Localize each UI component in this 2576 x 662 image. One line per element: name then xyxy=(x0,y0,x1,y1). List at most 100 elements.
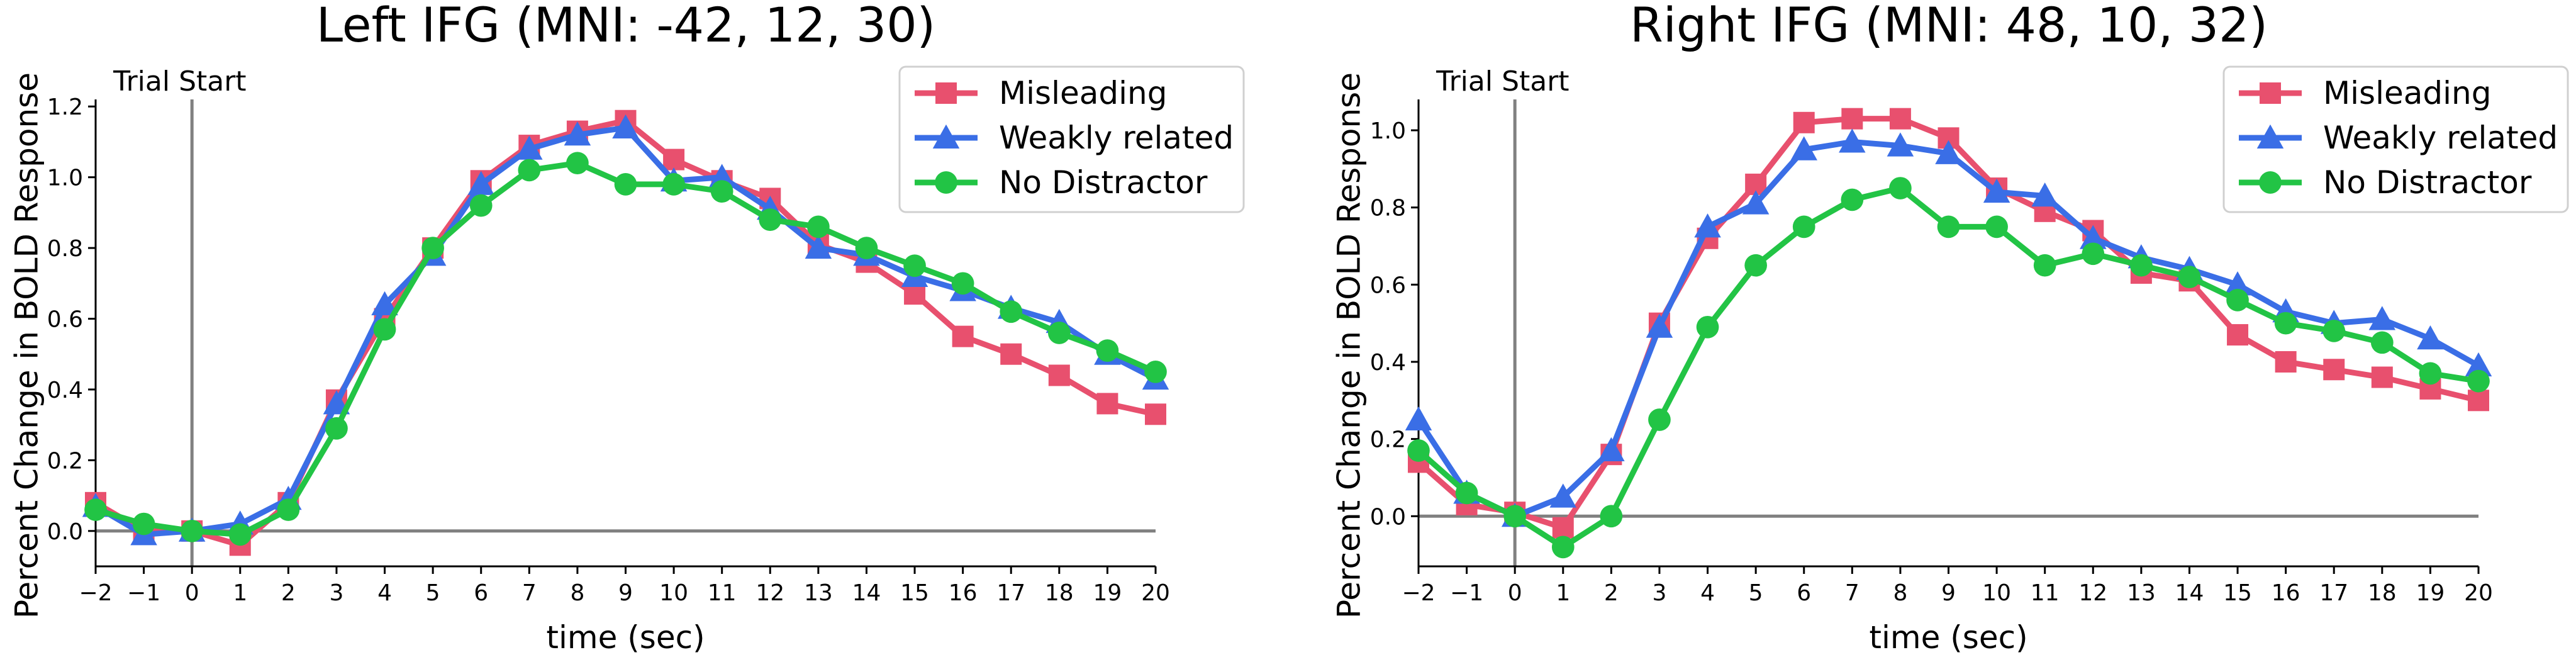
data-point xyxy=(1839,128,1866,153)
legend-frame xyxy=(2222,65,2569,213)
data-point xyxy=(903,254,926,278)
data-point xyxy=(469,194,493,217)
legend-entry: Weakly related xyxy=(2239,120,2558,156)
y-tick-label: 0.2 xyxy=(47,448,83,474)
data-point xyxy=(1792,215,1815,238)
legend-marker xyxy=(2259,171,2282,194)
x-tick-label: 9 xyxy=(618,580,633,606)
x-tick-label: 8 xyxy=(1893,580,1907,606)
data-point xyxy=(2417,325,2444,350)
x-tick-label: 10 xyxy=(1982,580,2011,606)
legend-label: Weakly related xyxy=(999,120,1234,156)
data-point xyxy=(1600,505,1623,528)
data-point xyxy=(2080,225,2107,249)
data-point xyxy=(2322,320,2346,342)
x-tick-label: 2 xyxy=(1604,580,1619,606)
x-tick-label: −1 xyxy=(127,580,160,606)
data-point xyxy=(2370,331,2394,354)
y-tick-label: 0.4 xyxy=(1370,350,1406,376)
data-point xyxy=(1503,505,1527,528)
data-point xyxy=(2468,390,2489,412)
data-point xyxy=(1551,536,1575,559)
x-tick-label: 2 xyxy=(281,580,296,606)
data-point xyxy=(1455,481,1478,505)
x-tick-label: 15 xyxy=(2223,580,2252,606)
data-point xyxy=(662,173,685,196)
x-tick-label: 7 xyxy=(522,580,537,606)
x-tick-label: 14 xyxy=(2175,580,2204,606)
legend-label: Misleading xyxy=(2323,75,2491,111)
data-point xyxy=(2368,306,2396,330)
x-tick-label: 5 xyxy=(426,580,440,606)
y-tick-label: 1.0 xyxy=(1370,118,1406,144)
legend-entry: No Distractor xyxy=(2239,164,2532,201)
data-point xyxy=(373,318,396,341)
x-tick-label: 11 xyxy=(2031,580,2060,606)
trial-start-label: Trial Start xyxy=(113,65,246,98)
data-point xyxy=(708,164,735,188)
trial-start-label: Trial Start xyxy=(1436,65,1569,98)
legend-label: No Distractor xyxy=(999,164,1208,201)
x-tick-label: 3 xyxy=(330,580,344,606)
data-point xyxy=(2033,254,2056,277)
y-axis-label: Percent Change in BOLD Response xyxy=(9,72,45,619)
legend-entry: Misleading xyxy=(915,75,1167,111)
y-tick-label: 0.0 xyxy=(1370,504,1406,530)
data-point xyxy=(277,498,300,521)
data-point xyxy=(1983,178,2010,203)
data-point xyxy=(614,173,637,196)
x-tick-label: −1 xyxy=(1450,580,1483,606)
data-point xyxy=(1694,213,1721,238)
data-point xyxy=(1549,483,1577,508)
data-point xyxy=(2467,369,2490,393)
legend-marker xyxy=(932,124,960,149)
data-point xyxy=(2178,266,2201,288)
x-tick-label: 0 xyxy=(185,580,199,606)
x-tick-label: 12 xyxy=(2078,580,2107,606)
data-point xyxy=(1407,439,1430,462)
data-point xyxy=(1841,108,1863,130)
series-no-distractor xyxy=(1407,177,2490,559)
data-point xyxy=(467,171,494,195)
data-point xyxy=(1144,360,1167,383)
x-tick-label: 18 xyxy=(1045,580,1074,606)
data-point xyxy=(952,325,974,347)
data-point xyxy=(1889,108,1911,130)
y-tick-label: 1.0 xyxy=(47,166,83,191)
x-tick-label: 19 xyxy=(2416,580,2445,606)
y-tick-label: 0.4 xyxy=(47,378,83,403)
x-tick-label: 4 xyxy=(1700,580,1715,606)
legend-entry: Misleading xyxy=(2239,75,2491,111)
legend-entry: Weakly related xyxy=(915,120,1234,156)
data-point xyxy=(516,135,543,160)
data-point xyxy=(951,272,974,295)
data-point xyxy=(421,237,444,259)
x-tick-label: 17 xyxy=(2319,580,2348,606)
data-point xyxy=(855,237,878,259)
x-tick-label: 13 xyxy=(2127,580,2156,606)
x-tick-label: 20 xyxy=(2464,580,2493,606)
data-point xyxy=(181,519,204,542)
x-tick-label: 10 xyxy=(659,580,688,606)
data-point xyxy=(1841,188,1864,211)
data-point xyxy=(2274,311,2297,335)
data-point xyxy=(1000,343,1022,365)
legend: Misleading Weakly related No Distractor xyxy=(898,65,1245,213)
data-point xyxy=(1648,408,1671,431)
data-point xyxy=(710,180,733,203)
data-point xyxy=(2082,242,2105,266)
y-axis-label: Percent Change in BOLD Response xyxy=(1331,72,1368,619)
x-tick-label: 14 xyxy=(852,580,881,606)
x-axis-label: time (sec) xyxy=(546,619,705,656)
y-tick-label: 0.0 xyxy=(47,519,83,545)
x-tick-label: 0 xyxy=(1508,580,1522,606)
x-tick-label: 13 xyxy=(804,580,833,606)
x-tick-label: 6 xyxy=(1797,580,1811,606)
data-point xyxy=(1646,313,1673,338)
data-point xyxy=(1937,215,1960,238)
x-axis-label: time (sec) xyxy=(1869,619,2027,656)
x-tick-label: 11 xyxy=(708,580,737,606)
data-point xyxy=(1096,339,1119,362)
data-point xyxy=(1793,111,1815,133)
